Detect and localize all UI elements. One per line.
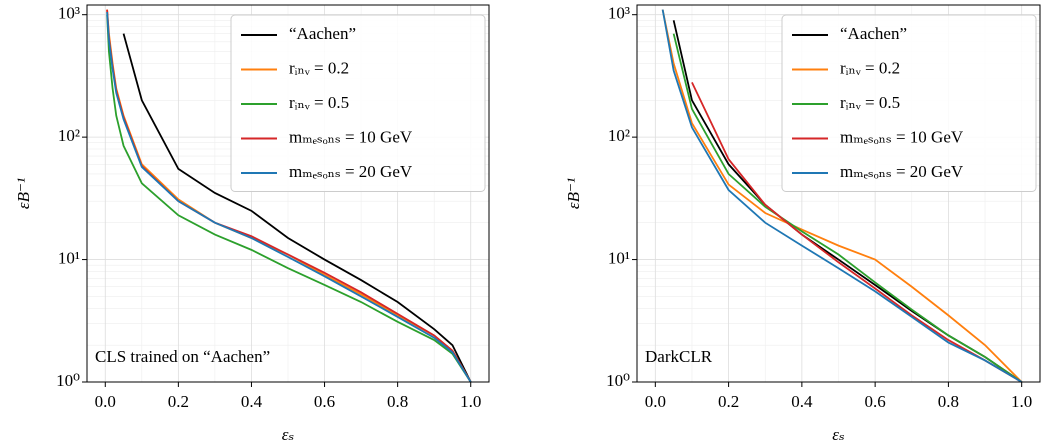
legend-box	[781, 14, 1037, 192]
legend-label: rᵢₙᵥ = 0.2	[289, 58, 349, 77]
panel: 0.0 0.2 0.4 0.6 0.8 1.0 10⁰ 10¹ 10² 10³ εₛ εB⁻¹ CLS …	[14, 4, 490, 444]
x-tick-label: 0.6	[865, 392, 886, 411]
x-tick-label: 0.4	[791, 392, 813, 411]
legend-label: mₘₑₛₒₙₛ = 20 GeV	[289, 162, 413, 181]
legend-label: “Aachen”	[289, 24, 356, 43]
annotation: DarkCLR	[645, 347, 713, 366]
y-tick-label: 10⁰	[606, 371, 630, 390]
x-axis-label: εₛ	[282, 425, 295, 444]
y-axis-label: εB⁻¹	[14, 178, 33, 209]
x-tick-label: 0.0	[645, 392, 666, 411]
legend-label: rᵢₙᵥ = 0.5	[289, 93, 349, 112]
x-tick-label: 0.4	[241, 392, 263, 411]
x-tick-label: 0.0	[95, 392, 116, 411]
y-tick-label: 10³	[608, 4, 630, 23]
curve	[661, 9, 1023, 383]
y-tick-label: 10³	[58, 4, 80, 23]
x-axis-label: εₛ	[832, 425, 845, 444]
legend-label: mₘₑₛₒₙₛ = 10 GeV	[289, 127, 413, 146]
curve	[106, 12, 472, 383]
legend-label: mₘₑₛₒₙₛ = 10 GeV	[840, 127, 964, 146]
curve	[122, 33, 472, 383]
panel: 0.0 0.2 0.4 0.6 0.8 1.0 10⁰ 10¹ 10² 10³ εₛ εB⁻¹ Dark…	[564, 4, 1041, 444]
legend-label: “Aachen”	[840, 24, 907, 43]
y-tick-label: 10⁰	[56, 371, 80, 390]
curve	[672, 33, 1023, 383]
y-tick-label: 10²	[58, 126, 80, 145]
x-tick-label: 0.8	[387, 392, 408, 411]
x-tick-label: 1.0	[1011, 392, 1032, 411]
curve	[691, 81, 1023, 383]
legend-label: mₘₑₛₒₙₛ = 20 GeV	[840, 162, 964, 181]
annotation: CLS trained on “Aachen”	[95, 347, 270, 366]
y-tick-label: 10²	[608, 126, 630, 145]
curve	[661, 9, 1023, 383]
x-tick-label: 1.0	[460, 392, 481, 411]
legend-box	[230, 14, 486, 192]
x-tick-label: 0.6	[314, 392, 335, 411]
legend-label: rᵢₙᵥ = 0.2	[840, 58, 900, 77]
legend-label: rᵢₙᵥ = 0.5	[840, 93, 900, 112]
x-tick-label: 0.8	[938, 392, 959, 411]
y-axis-label: εB⁻¹	[564, 178, 583, 209]
x-tick-label: 0.2	[718, 392, 739, 411]
curve	[106, 14, 472, 383]
plot-frame	[636, 4, 1041, 383]
plot-frame	[86, 4, 490, 383]
x-tick-label: 0.2	[168, 392, 189, 411]
y-tick-label: 10¹	[608, 248, 630, 267]
y-tick-label: 10¹	[58, 248, 80, 267]
